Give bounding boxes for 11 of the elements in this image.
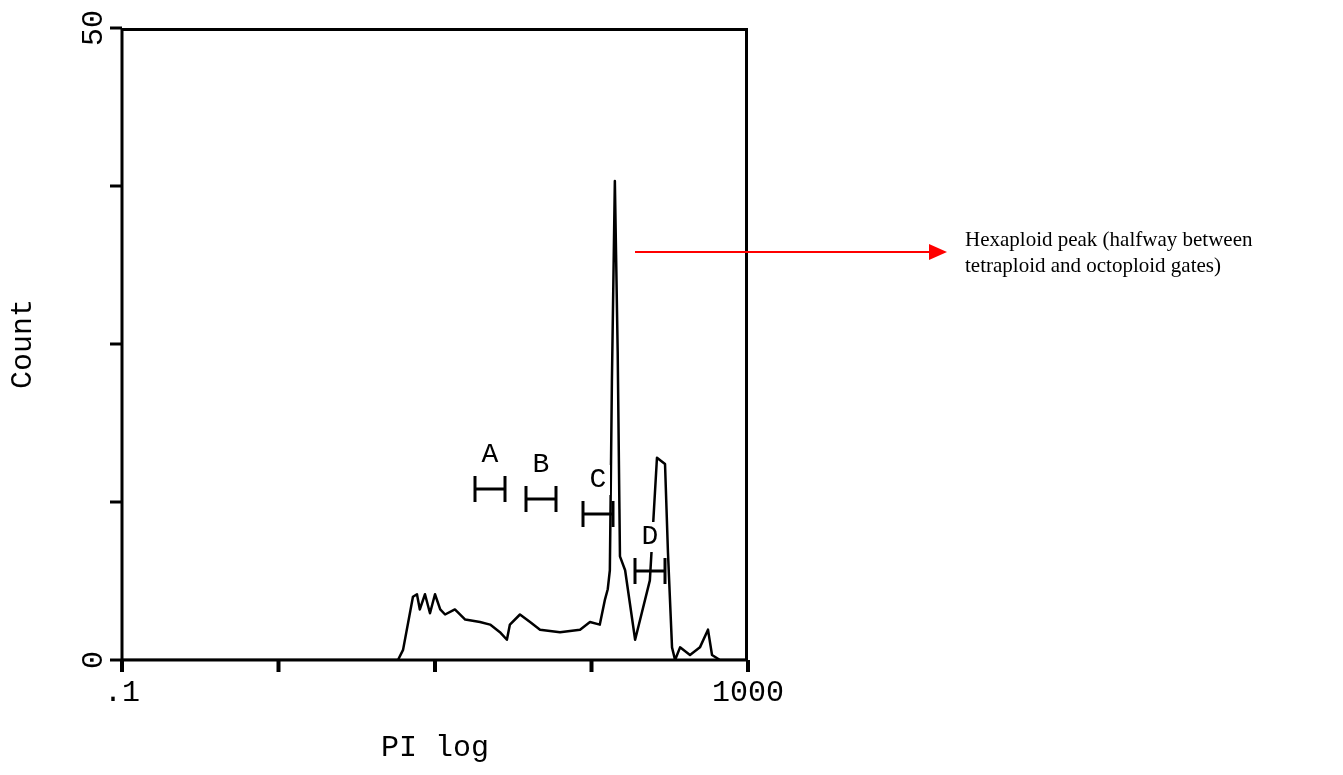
- x-axis-title: PI log: [380, 731, 490, 765]
- y-tick-label: 0: [77, 650, 111, 670]
- text: Hexaploid peak (halfway between tetraploid and octoploid gates): [965, 226, 1254, 278]
- annotation: D: [638, 521, 662, 552]
- x-tick-label: 1000: [711, 676, 785, 711]
- x-tick-label: .1: [103, 676, 141, 711]
- y-axis-title: Count: [5, 298, 40, 390]
- annotation: C: [586, 464, 610, 495]
- annotation: B: [529, 449, 553, 480]
- y-tick-label: 50: [77, 9, 111, 47]
- annotation: A: [478, 439, 502, 470]
